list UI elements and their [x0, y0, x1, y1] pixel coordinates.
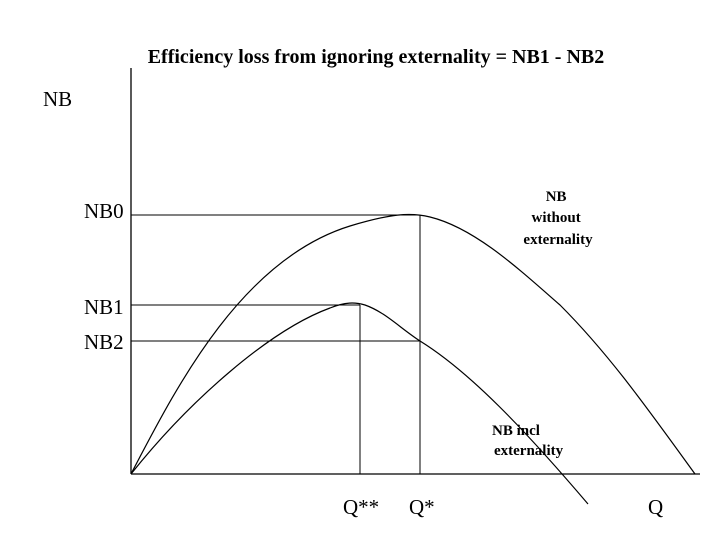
label-incl-line-2: externality — [494, 443, 564, 459]
curve-nb-without-externality — [130, 213, 696, 475]
x-tick-q-double-star: Q** — [343, 495, 379, 519]
y-tick-nb0: NB0 — [84, 199, 124, 223]
label-incl-line-1: NB incl — [492, 423, 540, 439]
label-without-line-1: NB — [546, 189, 567, 205]
y-tick-nb1: NB1 — [84, 295, 124, 319]
x-axis-label: Q — [648, 495, 663, 519]
y-axis-label: NB — [43, 87, 72, 111]
x-tick-q-star: Q* — [409, 495, 435, 519]
curve-nb-incl-externality — [130, 302, 589, 505]
label-without-line-3: externality — [523, 232, 593, 248]
diagram-title: Efficiency loss from ignoring externalit… — [148, 46, 605, 68]
label-without-line-2: without — [532, 210, 581, 226]
label-nb-incl-externality: NB incl externality — [492, 423, 564, 459]
y-tick-nb2: NB2 — [84, 330, 124, 354]
label-nb-without-externality: NB without externality — [523, 189, 593, 248]
